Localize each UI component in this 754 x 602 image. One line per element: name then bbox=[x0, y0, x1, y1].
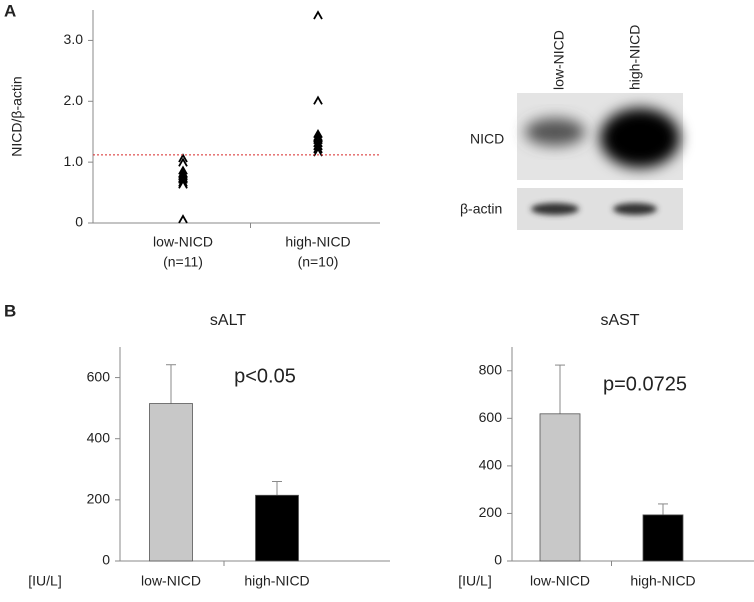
point bbox=[178, 214, 188, 224]
blot-lane-label: low-NICD bbox=[551, 30, 567, 90]
point bbox=[313, 95, 323, 105]
y-tick-label: 200 bbox=[87, 491, 111, 507]
point bbox=[178, 165, 188, 175]
point bbox=[313, 128, 323, 139]
y-tick-label: 0 bbox=[75, 214, 83, 230]
y-tick-label: 3.0 bbox=[64, 31, 84, 47]
point bbox=[313, 144, 323, 154]
point bbox=[313, 10, 323, 20]
y-tick-label: 800 bbox=[479, 361, 503, 377]
blot-band-label: NICD bbox=[470, 131, 504, 147]
point bbox=[178, 179, 188, 189]
x-tick-label: high-NICD bbox=[630, 573, 695, 589]
point bbox=[178, 169, 188, 179]
y-tick-label: 2.0 bbox=[64, 92, 84, 108]
y-tick-label: 600 bbox=[87, 368, 111, 384]
point bbox=[313, 138, 323, 148]
y-tick-label: 200 bbox=[479, 504, 503, 520]
bar bbox=[149, 403, 193, 562]
panel-label: A bbox=[4, 1, 16, 20]
x-tick-note: (n=11) bbox=[163, 254, 203, 270]
point bbox=[313, 133, 323, 143]
annotation: p<0.05 bbox=[234, 365, 296, 387]
bar bbox=[642, 514, 684, 562]
point bbox=[178, 177, 188, 187]
point bbox=[313, 147, 323, 157]
x-tick-label: low-NICD bbox=[153, 234, 213, 250]
point bbox=[313, 135, 323, 145]
y-axis-label: NICD/β-actin bbox=[9, 76, 25, 156]
chart-title: sALT bbox=[210, 312, 246, 329]
unit-label: [IU/L] bbox=[28, 573, 61, 589]
y-tick-label: 0 bbox=[102, 552, 110, 568]
y-tick-label: 600 bbox=[479, 409, 503, 425]
blot-band bbox=[525, 118, 585, 146]
bar bbox=[539, 413, 581, 562]
blot-band bbox=[531, 203, 579, 215]
x-tick-note: (n=10) bbox=[298, 254, 339, 270]
annotation: p=0.0725 bbox=[603, 373, 687, 395]
x-tick-label: high-NICD bbox=[285, 234, 350, 250]
y-tick-label: 1.0 bbox=[64, 153, 84, 169]
blot-band-label: β-actin bbox=[460, 201, 502, 217]
chart-title: sAST bbox=[600, 312, 639, 329]
y-tick-label: 400 bbox=[479, 457, 503, 473]
x-tick-label: low-NICD bbox=[141, 573, 201, 589]
panel-label: B bbox=[4, 301, 16, 320]
blot-lane-label: high-NICD bbox=[627, 25, 643, 90]
blot-band bbox=[613, 203, 657, 215]
point bbox=[178, 157, 188, 167]
point bbox=[178, 174, 188, 184]
blot-band bbox=[600, 108, 680, 168]
unit-label: [IU/L] bbox=[458, 573, 491, 589]
point bbox=[313, 141, 323, 151]
x-tick-label: high-NICD bbox=[244, 573, 309, 589]
y-tick-label: 400 bbox=[87, 429, 111, 445]
point bbox=[178, 171, 188, 181]
bar bbox=[255, 494, 299, 562]
western-blot bbox=[517, 93, 683, 230]
x-tick-label: low-NICD bbox=[530, 573, 590, 589]
y-tick-label: 0 bbox=[494, 552, 502, 568]
